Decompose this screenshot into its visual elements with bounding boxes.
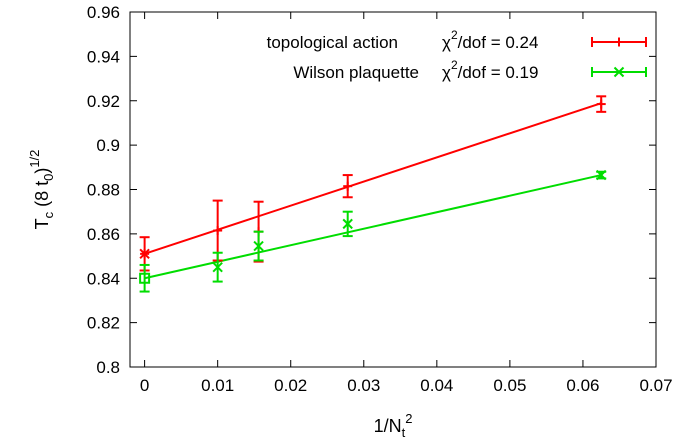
extrapolated-point-wilson-plaquette — [139, 272, 151, 284]
y-tick-label: 0.92 — [87, 92, 120, 111]
data-point-wilson-plaquette — [342, 218, 353, 230]
x-tick-label: 0.02 — [274, 376, 307, 395]
y-tick-label: 0.84 — [87, 269, 120, 288]
x-tick-label: 0.03 — [347, 376, 380, 395]
data-point-wilson-plaquette — [212, 261, 223, 273]
x-tick-label: 0.05 — [493, 376, 526, 395]
fit-line-topological-action — [144, 102, 602, 255]
x-tick-label: 0.01 — [201, 376, 234, 395]
y-tick-label: 0.86 — [87, 225, 120, 244]
data-point-wilson-plaquette — [253, 240, 264, 252]
legend-symbol-wilson-plaquette — [591, 66, 647, 78]
legend-entry-wilson-plaquette: Wilson plaquette χ2/dof = 0.19 — [293, 58, 647, 82]
y-tick-label: 0.88 — [87, 181, 120, 200]
legend-label-wilson-plaquette: Wilson plaquette — [293, 63, 419, 82]
data-point-wilson-plaquette — [596, 169, 607, 181]
axis-ticks: 0 0.01 0.02 0.03 0.04 0.05 0.06 0.07 0.8 0.82 0.84… — [87, 3, 673, 395]
y-tick-label: 0.8 — [96, 358, 120, 377]
legend-marker — [613, 66, 625, 78]
y-tick-label: 0.96 — [87, 3, 120, 22]
legend-chi2-topological-action: χ2/dof = 0.24 — [442, 28, 538, 52]
extrapolated-point-topological-action — [139, 248, 150, 260]
legend-chi2-wilson-plaquette: χ2/dof = 0.19 — [442, 58, 538, 82]
x-tick-label: 0.04 — [420, 376, 453, 395]
data-points — [139, 95, 607, 293]
legend-symbol-topological-action — [591, 37, 647, 47]
legend-label-topological-action: topological action — [267, 33, 398, 52]
y-tick-label: 0.82 — [87, 314, 120, 333]
x-axis-label: 1/Nt2 — [374, 411, 413, 440]
y-tick-label: 0.9 — [96, 136, 120, 155]
legend: topological action χ2/dof = 0.24 Wilson … — [267, 28, 647, 82]
x-tick-label: 0.06 — [566, 376, 599, 395]
x-tick-label: 0 — [140, 376, 149, 395]
x-tick-label: 0.07 — [639, 376, 672, 395]
y-axis-label: Tc (8 t0)1/2 — [27, 150, 56, 230]
legend-entry-topological-action: topological action χ2/dof = 0.24 — [267, 28, 647, 52]
y-tick-label: 0.94 — [87, 47, 120, 66]
